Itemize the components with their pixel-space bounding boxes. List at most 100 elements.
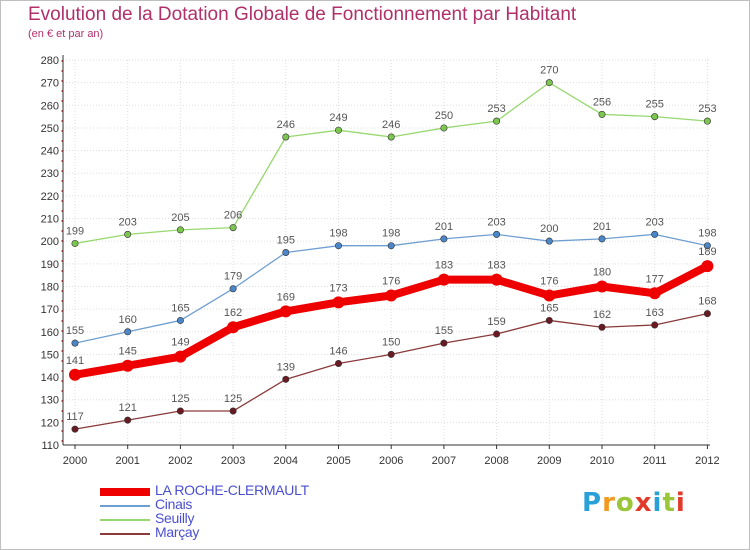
- data-label: 249: [329, 112, 347, 124]
- data-point: [71, 239, 79, 247]
- logo-letter: o: [615, 488, 635, 518]
- y-tick-label: 130: [41, 395, 59, 407]
- data-point: [282, 375, 290, 383]
- data-point: [334, 126, 342, 134]
- data-label: 141: [66, 355, 84, 367]
- data-point: [545, 79, 553, 87]
- data-label: 145: [119, 346, 137, 358]
- data-label: 246: [382, 119, 400, 131]
- legend-label: LA ROCHE-CLERMAULT: [155, 482, 309, 498]
- data-label: 198: [698, 228, 716, 240]
- y-tick-label: 250: [41, 123, 59, 135]
- data-label: 183: [435, 260, 453, 272]
- data-label: 179: [224, 271, 242, 283]
- data-point: [648, 287, 661, 300]
- data-label: 159: [487, 316, 505, 328]
- data-point: [440, 339, 448, 347]
- x-tick-label: 2009: [537, 455, 561, 467]
- logo-letter: r: [602, 488, 616, 518]
- data-point: [332, 296, 345, 309]
- data-label: 169: [277, 291, 295, 303]
- data-point: [437, 273, 450, 286]
- data-point: [71, 425, 79, 433]
- data-point: [71, 339, 79, 347]
- data-point: [596, 280, 608, 293]
- data-point: [543, 289, 556, 302]
- data-label: 250: [435, 110, 453, 122]
- data-point: [176, 407, 184, 415]
- data-point: [598, 110, 606, 118]
- legend-swatch: [100, 488, 150, 496]
- data-label: 203: [646, 216, 664, 228]
- data-point: [545, 316, 553, 324]
- data-label: 176: [540, 276, 558, 288]
- data-label: 155: [435, 325, 453, 337]
- legend-label: Seuilly: [155, 510, 195, 526]
- data-point: [598, 323, 606, 331]
- x-tick-label: 2010: [590, 455, 614, 467]
- legend-swatch: [100, 505, 150, 507]
- x-tick-label: 2006: [379, 455, 403, 467]
- data-label: 168: [698, 296, 716, 308]
- data-label: 206: [224, 210, 242, 222]
- x-tick-label: 2005: [326, 455, 350, 467]
- y-tick-label: 210: [41, 214, 59, 226]
- data-point: [124, 416, 132, 424]
- data-point: [227, 321, 240, 334]
- data-point: [229, 407, 237, 415]
- data-label: 201: [593, 221, 611, 233]
- data-label: 162: [224, 307, 242, 319]
- data-labels: 117 121 125 125 139 146 150 155 159 165 162 163 168 1…: [66, 65, 717, 424]
- data-point: [282, 249, 290, 257]
- legend-swatch: [100, 519, 150, 521]
- data-point: [387, 350, 395, 358]
- data-label: 256: [593, 96, 611, 108]
- data-label: 195: [277, 235, 295, 247]
- x-tick-label: 2000: [63, 455, 87, 467]
- y-tick-label: 110: [41, 440, 59, 452]
- data-label: 255: [646, 99, 664, 111]
- data-point: [493, 330, 501, 338]
- x-tick-label: 2011: [643, 455, 667, 467]
- data-point: [703, 310, 711, 318]
- y-tick-label: 260: [41, 100, 59, 112]
- y-tick-label: 200: [41, 236, 59, 248]
- data-label: 180: [593, 266, 611, 278]
- data-label: 163: [646, 307, 664, 319]
- data-point: [385, 289, 398, 302]
- proxiti-logo: Proxiti: [582, 488, 686, 518]
- data-point: [703, 242, 711, 250]
- axes: 110 120 130 140 150 160 170 180 190 200 210 220 230 2…: [41, 55, 720, 467]
- logo-letter: i: [675, 488, 686, 518]
- y-tick-label: 160: [41, 327, 59, 339]
- data-label: 162: [593, 309, 611, 321]
- data-point: [598, 235, 606, 243]
- data-point: [651, 321, 659, 329]
- y-tick-label: 120: [41, 417, 59, 429]
- data-point: [493, 117, 501, 125]
- logo-letter: P: [582, 488, 603, 518]
- legend-label: Marçay: [155, 524, 200, 540]
- chart-subtitle: (en € et par an): [28, 28, 104, 40]
- data-point: [124, 230, 132, 238]
- y-tick-label: 170: [41, 304, 59, 316]
- data-label: 246: [277, 119, 295, 131]
- y-tick-label: 240: [41, 146, 59, 158]
- data-point: [651, 113, 659, 121]
- data-label: 125: [224, 393, 242, 405]
- data-point: [282, 133, 290, 141]
- data-label: 203: [119, 216, 137, 228]
- data-point: [124, 328, 132, 336]
- data-label: 139: [277, 361, 295, 373]
- data-point: [651, 230, 659, 238]
- data-point: [545, 237, 553, 245]
- y-tick-label: 180: [41, 281, 59, 293]
- data-label: 176: [382, 276, 400, 288]
- x-tick-label: 2003: [221, 455, 245, 467]
- data-label: 203: [487, 216, 505, 228]
- data-label: 189: [698, 246, 716, 258]
- data-point: [440, 235, 448, 243]
- data-label: 150: [382, 336, 400, 348]
- chart-title: Evolution de la Dotation Globale de Fonc…: [28, 4, 577, 25]
